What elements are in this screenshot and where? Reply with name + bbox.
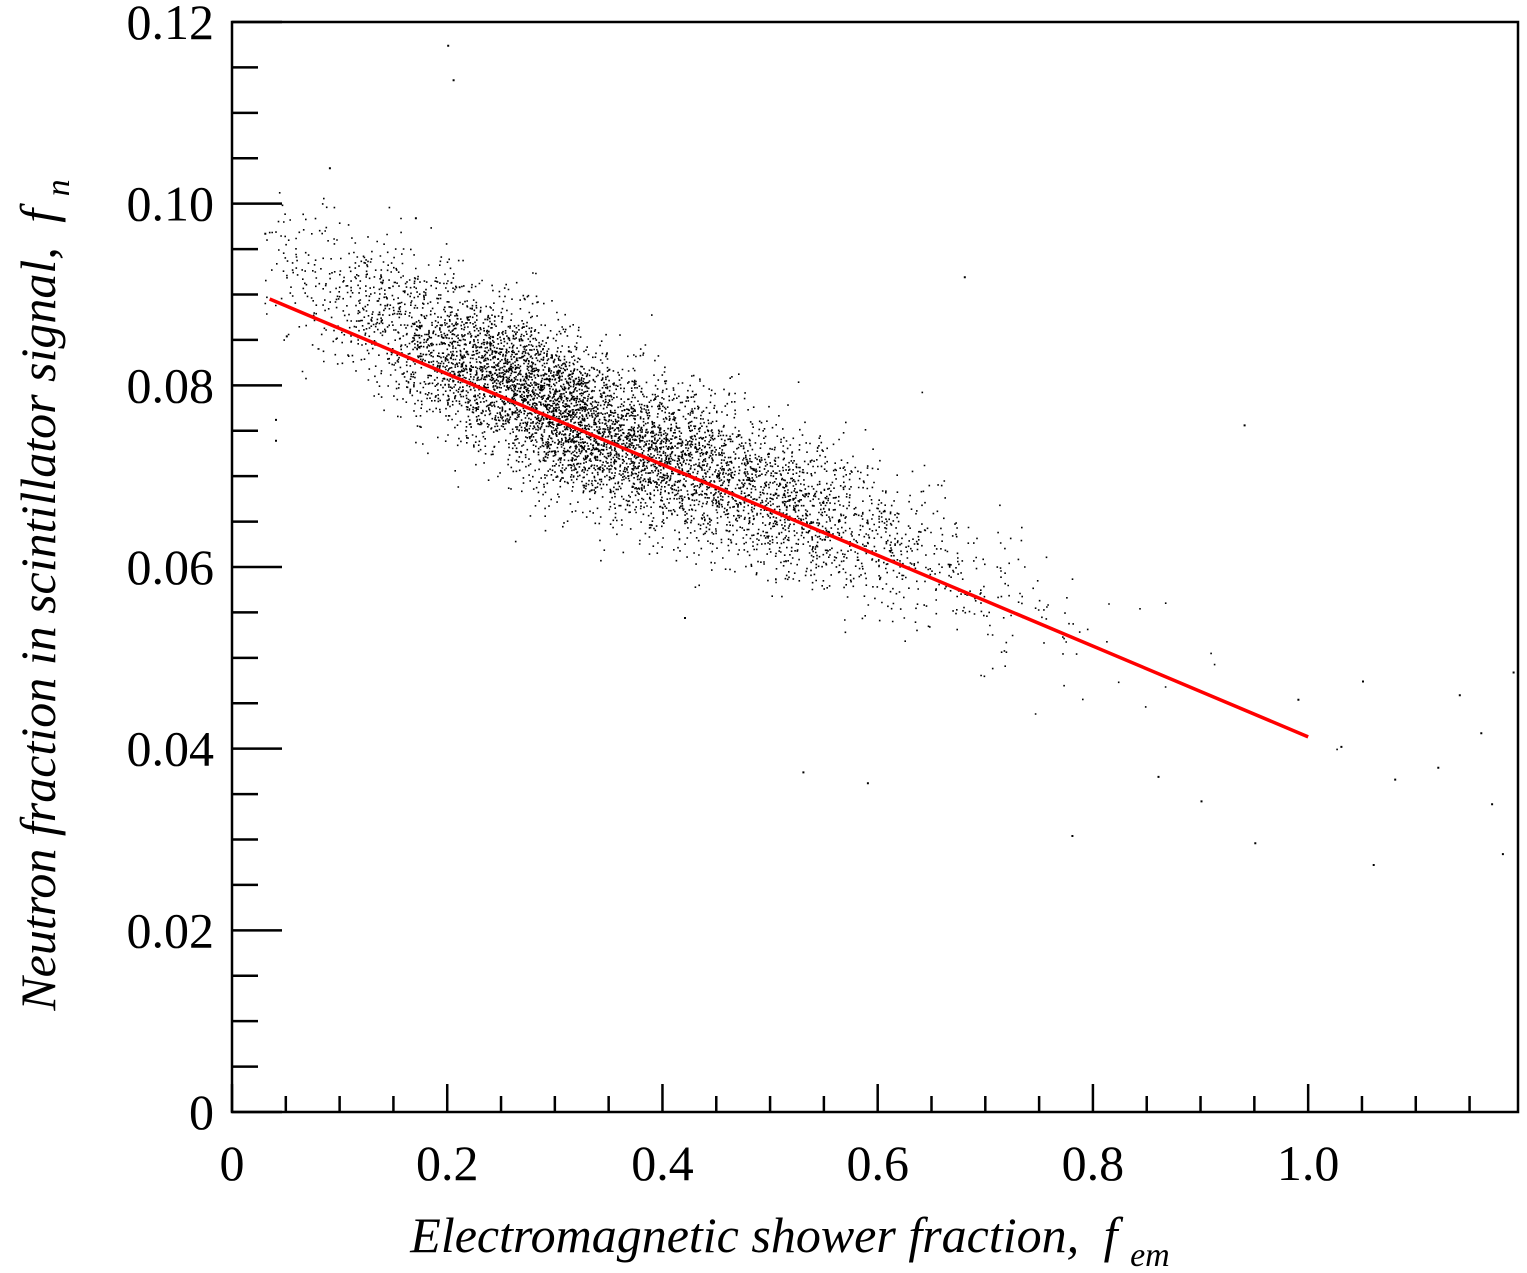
y-tick-label: 0.04 — [127, 721, 215, 777]
x-tick-label: 0 — [220, 1135, 245, 1191]
y-axis-title-subscript: n — [40, 179, 77, 196]
tick-labels: 0 0.2 0.4 0.6 0.8 1.0 0 0.02 0.04 0.06 0.08 0.10 0.1… — [127, 0, 1340, 1191]
x-tick-label: 0.2 — [416, 1135, 479, 1191]
y-tick-label: 0.02 — [127, 902, 215, 958]
y-tick-label: 0 — [189, 1084, 214, 1140]
x-axis-title-text: Electromagnetic shower fraction, — [409, 1207, 1079, 1263]
y-axis-title-symbol: f — [10, 203, 66, 223]
y-tick-label: 0.06 — [127, 539, 215, 595]
x-tick-label: 0.6 — [846, 1135, 909, 1191]
x-tick-label: 1.0 — [1277, 1135, 1340, 1191]
y-axis-title: Neutron fraction in scintillator signal,… — [10, 179, 77, 1011]
fit-line — [268, 297, 1309, 739]
x-axis-title-symbol: f — [1104, 1207, 1124, 1263]
y-tick-label: 0.10 — [127, 176, 215, 232]
x-tick-label: 0.8 — [1062, 1135, 1125, 1191]
axis-ticks — [230, 20, 1471, 1114]
y-tick-label: 0.12 — [127, 0, 215, 50]
x-axis-title-subscript: em — [1130, 1237, 1170, 1273]
y-axis-title-text: Neutron fraction in scintillator signal, — [10, 247, 66, 1011]
y-tick-label: 0.08 — [127, 357, 215, 413]
fit-line-layer — [268, 297, 1309, 739]
x-tick-label: 0.4 — [631, 1135, 694, 1191]
plot-frame — [230, 20, 1520, 1114]
x-axis-title: Electromagnetic shower fraction, f em — [409, 1207, 1169, 1273]
